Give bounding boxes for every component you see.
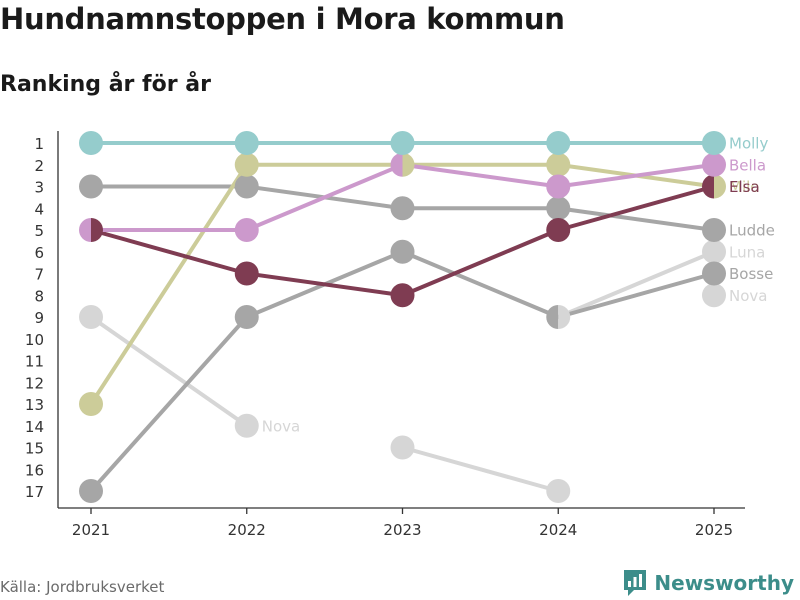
marker-nova — [546, 479, 571, 503]
y-tick-label: 6 — [34, 244, 44, 262]
marker-ludde — [702, 218, 726, 242]
brand-name: Newsworthy — [654, 571, 794, 595]
marker-molly — [546, 131, 571, 155]
marker-milo — [234, 152, 259, 177]
source-note: Källa: Jordbruksverket — [0, 578, 165, 596]
marker-milo — [714, 174, 726, 199]
x-tick-label: 2022 — [228, 521, 266, 539]
marker-luna — [702, 239, 726, 264]
y-tick-label: 16 — [25, 461, 44, 479]
chart-title: Hundnamnstoppen i Mora kommun — [0, 2, 565, 36]
y-tick-label: 4 — [34, 200, 44, 218]
x-tick-label: 2024 — [539, 521, 577, 539]
newsworthy-logo-icon — [624, 570, 647, 596]
marker-bosse — [390, 239, 415, 264]
marker-nova — [702, 283, 726, 308]
marker-elsa — [702, 174, 714, 199]
chart-subtitle: Ranking år för år — [0, 72, 211, 97]
y-tick-label: 9 — [34, 309, 44, 327]
marker-nova — [79, 305, 103, 329]
marker-ludde — [390, 196, 415, 221]
marker-milo — [79, 392, 103, 416]
y-tick-label: 14 — [25, 418, 44, 436]
y-tick-label: 10 — [25, 331, 44, 349]
y-tick-label: 2 — [34, 157, 44, 175]
y-tick-label: 15 — [25, 440, 44, 458]
marker-bosse — [79, 479, 103, 503]
marker-molly — [702, 131, 726, 155]
series-end-label-elsa: Elsa — [729, 178, 760, 196]
y-tick-label: 11 — [25, 353, 44, 371]
series-line-luna — [556, 249, 716, 319]
marker-bella — [234, 218, 259, 242]
series-end-label-molly: Molly — [729, 135, 768, 153]
y-tick-label: 8 — [34, 287, 44, 305]
marker-bosse — [546, 305, 559, 329]
marker-milo — [402, 152, 415, 177]
y-tick-label: 3 — [34, 179, 44, 197]
x-tick-label: 2023 — [383, 521, 421, 539]
marker-bella — [79, 218, 91, 242]
series-end-label-milo: Milo — [729, 178, 759, 196]
y-tick-label: 17 — [25, 483, 44, 501]
x-tick-label: 2021 — [72, 521, 110, 539]
marker-elsa — [91, 218, 103, 242]
marker-ludde — [79, 174, 103, 199]
marker-luna — [558, 305, 571, 329]
y-tick-label: 5 — [34, 222, 44, 240]
series-end-label-ludde: Ludde — [729, 222, 775, 240]
marker-bella — [546, 174, 571, 199]
series-end-label-luna: Luna — [729, 243, 765, 261]
series-luna — [556, 249, 716, 319]
series-inline-label-nova: Nova — [262, 417, 300, 435]
series-end-label-bella: Bella — [729, 156, 766, 174]
y-tick-label: 1 — [34, 135, 44, 153]
marker-ludde — [234, 174, 259, 199]
markers-layer — [79, 131, 726, 503]
marker-milo — [546, 152, 571, 177]
marker-molly — [79, 131, 103, 155]
marker-bosse — [234, 305, 259, 329]
series-end-label-nova: Nova — [729, 287, 767, 305]
marker-elsa — [390, 283, 415, 308]
marker-nova — [234, 413, 259, 438]
brand-link[interactable]: Newsworthy — [622, 568, 794, 598]
series-line-nova — [400, 445, 561, 493]
marker-molly — [234, 131, 259, 155]
x-tick-label: 2025 — [695, 521, 733, 539]
series-nova — [89, 315, 561, 493]
series-line-nova — [89, 315, 249, 428]
y-tick-label: 12 — [25, 374, 44, 392]
marker-molly — [390, 131, 415, 155]
marker-bella — [390, 152, 403, 177]
marker-bella — [702, 152, 726, 177]
marker-bosse — [702, 261, 726, 286]
y-tick-label: 13 — [25, 396, 44, 414]
marker-nova — [390, 435, 415, 460]
marker-elsa — [546, 218, 571, 242]
series-end-label-bosse: Bosse — [729, 265, 773, 283]
marker-ludde — [546, 196, 571, 221]
y-tick-label: 7 — [34, 266, 44, 284]
marker-elsa — [234, 261, 259, 286]
